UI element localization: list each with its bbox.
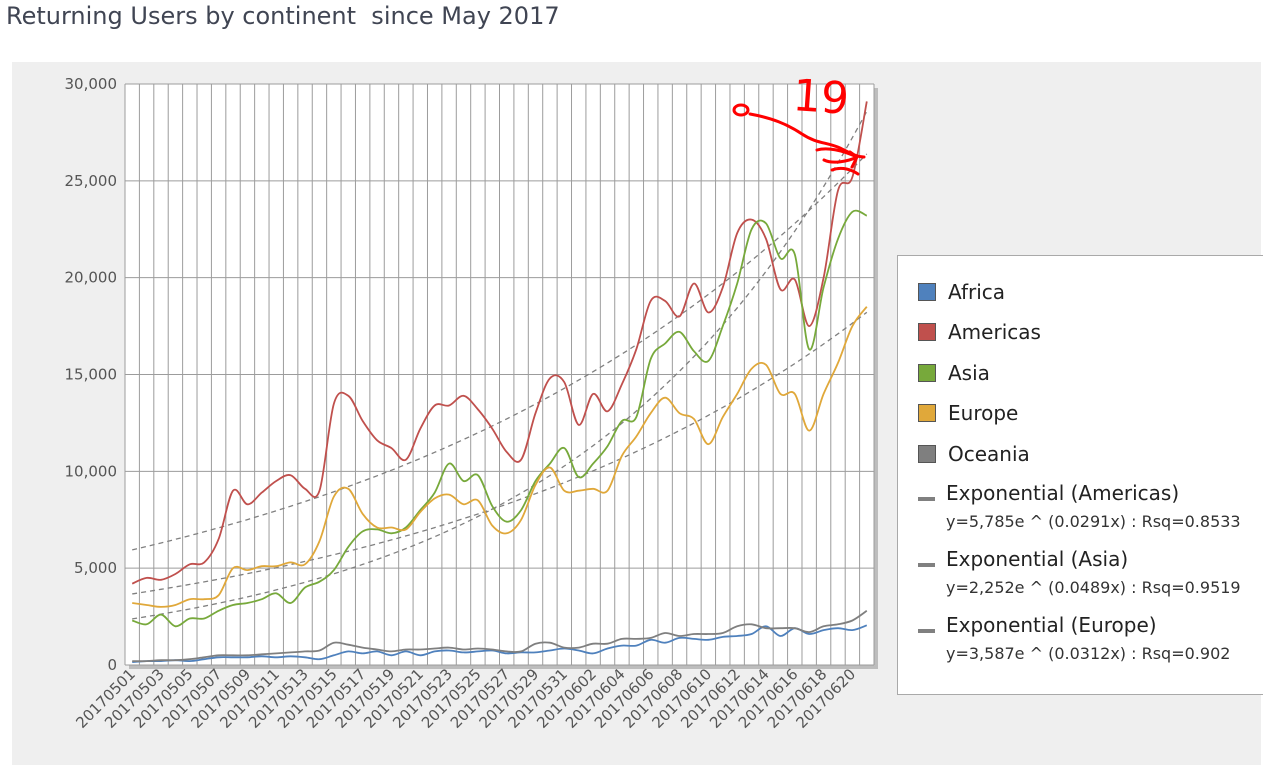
trendline-dash-icon [918, 629, 935, 633]
trendline-europe [132, 311, 868, 595]
trendline-americas [132, 153, 868, 551]
chart-svg: 0 5,000 10,000 15,000 20,000 25,000 30,000 2017… [65, 70, 878, 732]
legend-item-africa: Africa [918, 280, 1005, 304]
trendline-equation: y=2,252e ^ (0.0489x) : Rsq=0.9519 [946, 578, 1241, 597]
legend-swatch [918, 364, 936, 382]
trendline-equation: y=3,587e ^ (0.0312x) : Rsq=0.902 [946, 644, 1231, 663]
handwritten-annotation: 19 [732, 70, 866, 176]
legend-item-americas: Americas [918, 320, 1041, 344]
annotation-circle [732, 103, 750, 117]
legend-label: Africa [948, 280, 1006, 304]
page-title: Returning Users by continent since May 2… [6, 2, 560, 30]
legend-swatch [918, 283, 936, 301]
chart-legend: Africa Americas Asia Europe Oceania Exponenti… [897, 255, 1263, 695]
y-tick-label: 5,000 [74, 559, 117, 577]
series-line-africa [132, 624, 868, 663]
annotation-text: 19 [791, 70, 850, 125]
gridlines: 0 5,000 10,000 15,000 20,000 25,000 30,000 [65, 75, 875, 674]
y-tick-label: 0 [107, 656, 117, 674]
legend-swatch [918, 445, 936, 463]
trendline-equation: y=5,785e ^ (0.0291x) : Rsq=0.8533 [946, 512, 1241, 531]
series-line-oceania [132, 610, 868, 663]
chart-panel: 0 5,000 10,000 15,000 20,000 25,000 30,000 2017… [12, 62, 1263, 765]
series-line-europe [132, 306, 868, 608]
legend-item-asia: Asia [918, 361, 990, 385]
series-line-asia [131, 209, 868, 628]
series-lines [131, 101, 868, 663]
y-tick-label: 20,000 [65, 269, 118, 287]
legend-label: Europe [948, 401, 1019, 425]
legend-label: Exponential (Asia) [946, 547, 1129, 571]
y-tick-label: 10,000 [65, 462, 118, 480]
legend-swatch [918, 404, 936, 422]
annotation-arrow-head [815, 147, 860, 176]
y-tick-label: 30,000 [65, 75, 118, 93]
series-line-americas [131, 101, 868, 585]
legend-swatch [918, 323, 936, 341]
x-axis: 2017050120170503201705052017050720170509… [72, 665, 859, 732]
legend-item-europe: Europe [918, 401, 1018, 425]
y-tick-label: 15,000 [65, 366, 118, 384]
legend-label: Exponential (Europe) [946, 613, 1157, 637]
trendline-dash-icon [918, 497, 935, 501]
legend-label: Americas [948, 320, 1041, 344]
legend-label: Exponential (Americas) [946, 481, 1180, 505]
trendlines [132, 110, 868, 620]
y-tick-label: 25,000 [65, 172, 118, 190]
legend-item-oceania: Oceania [918, 442, 1030, 466]
legend-label: Asia [948, 361, 990, 385]
trendline-dash-icon [918, 563, 935, 567]
legend-label: Oceania [948, 442, 1030, 466]
